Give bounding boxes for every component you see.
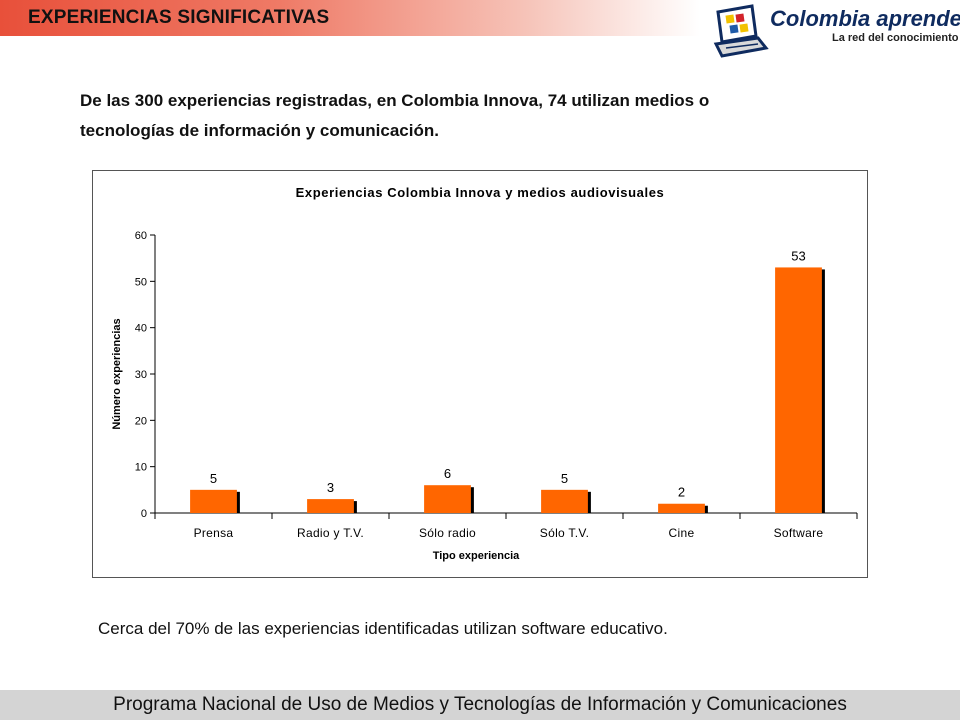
chart-title: Experiencias Colombia Innova y medios au… xyxy=(296,185,665,200)
footer-text: Programa Nacional de Uso de Medios y Tec… xyxy=(113,694,847,715)
bar-value-label: 2 xyxy=(678,485,685,500)
logo-tagline: La red del conocimiento xyxy=(832,32,959,44)
intro-line-2: tecnologías de información y comunicació… xyxy=(80,121,439,140)
page-title: EXPERIENCIAS SIGNIFICATIVAS xyxy=(28,7,330,28)
y-axis-label: Número experiencias xyxy=(111,318,123,429)
y-tick-label: 30 xyxy=(135,369,147,381)
logo-name: Colombia aprende xyxy=(770,6,960,31)
x-tick-label: Radio y T.V. xyxy=(297,526,364,540)
bar-software xyxy=(775,267,822,513)
bar-prensa xyxy=(190,489,237,513)
chart-container: Experiencias Colombia Innova y medios au… xyxy=(92,170,868,578)
x-axis-label: Tipo experiencia xyxy=(433,550,520,562)
bar-chart: Experiencias Colombia Innova y medios au… xyxy=(111,185,858,562)
x-tick-label: Cine xyxy=(669,526,695,540)
y-tick-label: 10 xyxy=(135,462,147,474)
y-tick-label: 0 xyxy=(141,508,147,520)
y-tick-label: 60 xyxy=(135,230,147,242)
bar-value-label: 5 xyxy=(210,471,217,486)
x-tick-label: Sólo radio xyxy=(419,526,476,540)
footer-bar: Programa Nacional de Uso de Medios y Tec… xyxy=(0,690,960,720)
bar-value-label: 5 xyxy=(561,471,568,486)
header-band xyxy=(0,0,700,36)
conclusion-text: Cerca del 70% de las experiencias identi… xyxy=(98,619,668,638)
intro-text: De las 300 experiencias registradas, en … xyxy=(80,86,900,146)
x-tick-label: Software xyxy=(774,526,824,540)
bar-s-lo-t-v- xyxy=(541,489,588,513)
y-tick-label: 20 xyxy=(135,415,147,427)
bar-value-label: 53 xyxy=(791,248,805,263)
bar-value-label: 3 xyxy=(327,480,334,495)
bar-cine xyxy=(658,503,705,513)
laptop-logo-icon xyxy=(713,4,769,58)
x-tick-label: Sólo T.V. xyxy=(540,526,589,540)
y-tick-label: 40 xyxy=(135,323,147,335)
colombia-aprende-logo: Colombia aprende La red del conocimiento xyxy=(712,2,960,58)
bar-radio-y-t-v- xyxy=(307,499,354,513)
intro-line-1: De las 300 experiencias registradas, en … xyxy=(80,91,710,110)
y-tick-label: 50 xyxy=(135,276,147,288)
bar-s-lo-radio xyxy=(424,485,471,513)
bar-value-label: 6 xyxy=(444,466,451,481)
x-tick-label: Prensa xyxy=(194,526,234,540)
